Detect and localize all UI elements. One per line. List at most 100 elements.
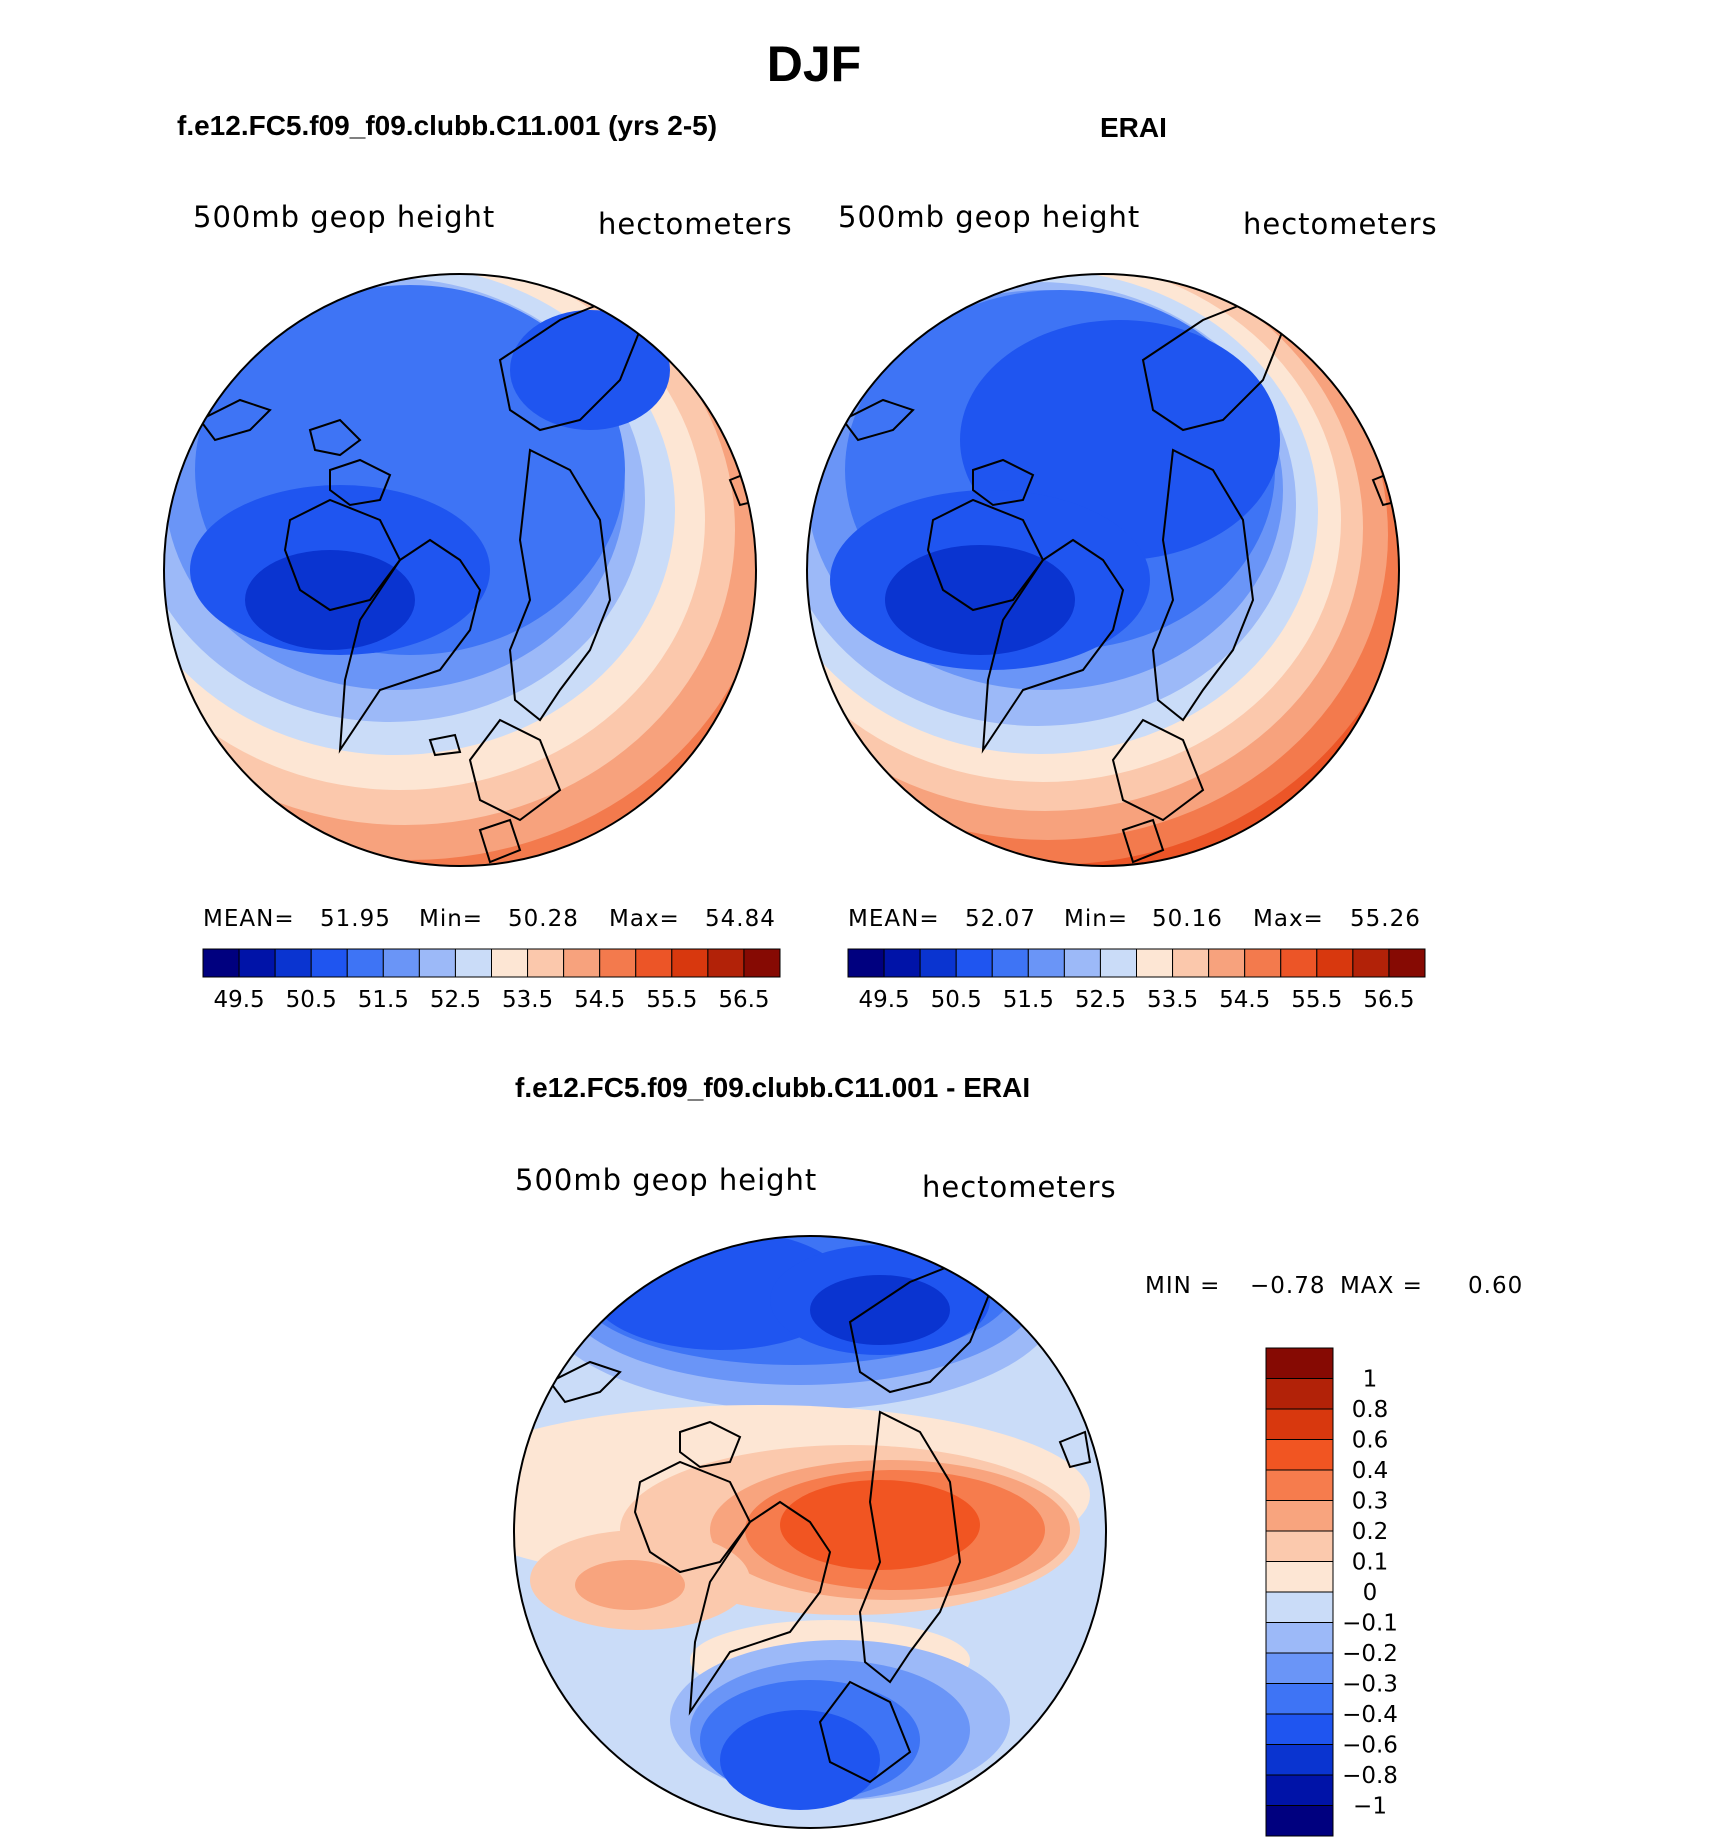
diff-colorbar-swatch [1265, 1622, 1334, 1654]
left-colorbar-tick-label: 52.5 [430, 987, 481, 1013]
diff-colorbar-swatch [1265, 1744, 1334, 1776]
diff-colorbar-swatch [1265, 1805, 1334, 1837]
left-colorbar: 49.5 50.5 51.5 52.5 53.5 54.5 55.5 56.5 [202, 948, 781, 1013]
left-colorbar-swatch [491, 948, 529, 978]
left-colorbar-tick-label: 49.5 [213, 987, 264, 1013]
right-units-label: hectometers [1243, 207, 1438, 241]
diff-colorbar-tick-label: −0.8 [1342, 1763, 1398, 1789]
left-colorbar-swatch [418, 948, 456, 978]
right-colorbar-swatch [1388, 948, 1426, 978]
left-colorbar-swatch [599, 948, 637, 978]
diff-field-label: 500mb geop height [515, 1163, 818, 1197]
right-colorbar-swatch [1316, 948, 1354, 978]
diff-colorbar: 1 0.8 0.6 0.4 0.3 0.2 0.1 0 −0.1 −0.2 −0.3 −0.4 −0.6… [1265, 1347, 1398, 1837]
diff-max-value: 0.60 [1468, 1273, 1524, 1299]
diff-map [514, 1236, 1106, 1828]
left-panel-title: f.e12.FC5.f09_f09.clubb.C11.001 (yrs 2-5… [177, 110, 718, 141]
left-colorbar-tick-label: 56.5 [718, 987, 769, 1013]
diff-min-label: MIN = [1145, 1273, 1221, 1299]
right-colorbar-tick-label: 54.5 [1219, 987, 1270, 1013]
right-colorbar-tick-label: 52.5 [1075, 987, 1126, 1013]
diff-max-label: MAX = [1340, 1273, 1423, 1299]
left-colorbar-tick-label: 50.5 [286, 987, 337, 1013]
left-colorbar-swatch [563, 948, 601, 978]
left-max-label: Max= [609, 906, 680, 932]
right-mean-value: 52.07 [965, 906, 1036, 932]
left-colorbar-swatch [274, 948, 312, 978]
right-colorbar-swatch [1208, 948, 1246, 978]
left-colorbar-swatch [671, 948, 709, 978]
right-colorbar-swatch [1063, 948, 1101, 978]
left-colorbar-swatch [202, 948, 240, 978]
right-colorbar-swatch [1352, 948, 1390, 978]
diff-colorbar-tick-label: −0.4 [1342, 1702, 1398, 1728]
right-colorbar-swatch [1172, 948, 1210, 978]
diff-colorbar-tick-label: −0.1 [1342, 1611, 1398, 1637]
diff-colorbar-tick-label: 0 [1363, 1580, 1378, 1606]
diff-colorbar-swatch [1265, 1591, 1334, 1623]
diff-colorbar-swatch [1265, 1439, 1334, 1471]
right-panel-title: ERAI [1100, 112, 1167, 143]
right-mean-label: MEAN= [848, 906, 940, 932]
left-mean-value: 51.95 [320, 906, 391, 932]
right-colorbar-swatch [919, 948, 957, 978]
diff-colorbar-tick-label: −1 [1353, 1794, 1387, 1820]
diff-colorbar-tick-label: 0.3 [1352, 1489, 1389, 1515]
right-colorbar-swatch [1280, 948, 1318, 978]
right-map-border [806, 273, 1400, 867]
right-max-label: Max= [1253, 906, 1324, 932]
left-colorbar-tick-label: 53.5 [502, 987, 553, 1013]
diff-colorbar-tick-label: −0.3 [1342, 1672, 1398, 1698]
diff-min-value: −0.78 [1250, 1273, 1326, 1299]
diff-colorbar-swatch [1265, 1530, 1334, 1562]
page-title: DJF [766, 36, 862, 92]
right-colorbar-swatch [847, 948, 885, 978]
diff-colorbar-swatch [1265, 1500, 1334, 1532]
diff-colorbar-tick-label: 0.1 [1352, 1550, 1389, 1576]
right-colorbar-swatch [1244, 948, 1282, 978]
left-mean-label: MEAN= [203, 906, 295, 932]
right-colorbar-tick-label: 56.5 [1363, 987, 1414, 1013]
diff-colorbar-tick-label: 0.4 [1352, 1458, 1389, 1484]
right-colorbar-tick-label: 50.5 [931, 987, 982, 1013]
left-colorbar-tick-label: 51.5 [358, 987, 409, 1013]
right-map [807, 274, 1399, 866]
right-max-value: 55.26 [1350, 906, 1421, 932]
right-colorbar-tick-label: 51.5 [1003, 987, 1054, 1013]
left-colorbar-tick-label: 54.5 [574, 987, 625, 1013]
diff-colorbar-swatch [1265, 1408, 1334, 1440]
diff-colorbar-swatch [1265, 1347, 1334, 1379]
left-units-label: hectometers [598, 207, 793, 241]
diff-colorbar-swatch [1265, 1561, 1334, 1593]
diff-panel-title: f.e12.FC5.f09_f09.clubb.C11.001 - ERAI [515, 1072, 1031, 1103]
left-map-border [163, 273, 757, 867]
left-colorbar-tick-label: 55.5 [646, 987, 697, 1013]
left-min-label: Min= [419, 906, 484, 932]
left-field-label: 500mb geop height [193, 200, 496, 234]
right-colorbar-swatch [991, 948, 1029, 978]
right-colorbar-swatch [955, 948, 993, 978]
diff-colorbar-swatch [1265, 1378, 1334, 1410]
diff-map-border [513, 1235, 1107, 1829]
left-colorbar-swatch [635, 948, 673, 978]
diff-colorbar-swatch [1265, 1713, 1334, 1745]
left-colorbar-swatch [238, 948, 276, 978]
left-map [164, 274, 756, 866]
diff-colorbar-tick-label: −0.2 [1342, 1641, 1398, 1667]
diff-colorbar-tick-label: 0.8 [1352, 1397, 1389, 1423]
right-colorbar-swatch [1099, 948, 1137, 978]
diff-colorbar-swatch [1265, 1683, 1334, 1715]
diff-colorbar-tick-label: 1 [1363, 1367, 1378, 1393]
left-colorbar-swatch [310, 948, 348, 978]
left-colorbar-swatch [527, 948, 565, 978]
diff-colorbar-tick-label: 0.6 [1352, 1428, 1389, 1454]
right-field-label: 500mb geop height [838, 200, 1141, 234]
left-colorbar-swatch [743, 948, 781, 978]
right-colorbar: 49.5 50.5 51.5 52.5 53.5 54.5 55.5 56.5 [847, 948, 1426, 1013]
diff-units-label: hectometers [922, 1170, 1117, 1204]
diff-colorbar-swatch [1265, 1652, 1334, 1684]
diff-colorbar-swatch [1265, 1774, 1334, 1806]
right-colorbar-swatch [883, 948, 921, 978]
right-min-value: 50.16 [1152, 906, 1223, 932]
